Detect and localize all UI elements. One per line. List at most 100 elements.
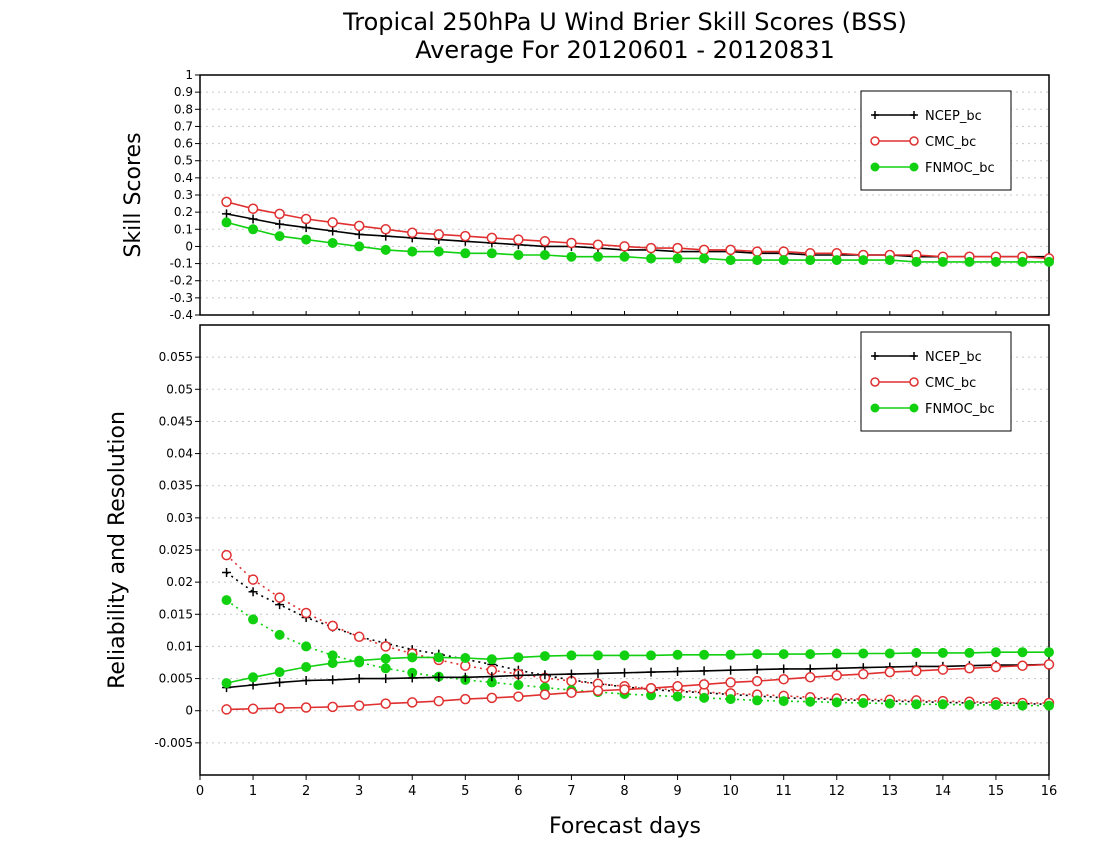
bottom-fnmoc-bc-reliability-point [937,699,948,710]
x-tick-label: 5 [461,784,469,799]
bottom-cmc-bc-resolution-point [751,675,763,687]
bottom-fnmoc-bc-resolution-point [380,653,391,664]
top-fnmoc-bc-point [646,253,657,264]
bottom-fnmoc-bc-reliability-point [990,699,1001,710]
top-cmc-bc-point [460,230,471,242]
bottom-y-tick-label: 0.01 [166,639,193,653]
top-legend-cmc-bc-label: CMC_bc [925,135,976,150]
bottom-cmc-bc-reliability-point [247,574,259,585]
bottom-cmc-bc-resolution-point [327,701,338,713]
top-y-tick-label: 0.5 [174,154,193,168]
bottom-cmc-bc-resolution-point [274,702,285,714]
bottom-legend-fnmoc-bc-marker-right [909,403,919,413]
top-legend-cmc-bc-marker-left [870,136,880,146]
bottom-cmc-bc-resolution-point [1043,659,1055,670]
x-tick-label: 10 [722,784,739,799]
bottom-fnmoc-bc-reliability-point [778,696,789,707]
top-cmc-bc-point [433,229,445,240]
x-tick-label: 7 [567,784,575,799]
bottom-fnmoc-bc-resolution-point [619,650,630,661]
bottom-fnmoc-bc-resolution-point [592,650,603,661]
bottom-cmc-bc-resolution-point [300,702,312,713]
bottom-cmc-bc-resolution-point [645,682,657,694]
top-y-tick-label: 0.7 [174,119,193,133]
bottom-cmc-bc-resolution-point [513,691,524,702]
bottom-fnmoc-bc-resolution-point [778,649,789,660]
bottom-fnmoc-bc-resolution-point [274,667,285,678]
bottom-fnmoc-bc-reliability-point [274,629,285,640]
top-y-axis-label: Skill Scores [121,132,146,257]
top-ncep-bc-line [226,213,1049,258]
bottom-fnmoc-bc-resolution-point [221,678,232,689]
bottom-fnmoc-bc-reliability-point [752,695,763,706]
top-cmc-bc-point [380,224,391,235]
bottom-fnmoc-bc-resolution-point [513,652,524,663]
top-fnmoc-bc-point [221,217,232,228]
x-tick-label: 8 [620,784,628,799]
bottom-y-axis-label: Reliability and Resolution [105,411,130,689]
bottom-fnmoc-bc-resolution-point [805,649,816,660]
bottom-fnmoc-bc-reliability-point [221,595,232,606]
chart-title-line2: Average For 20120601 - 20120831 [415,36,835,64]
bottom-fnmoc-bc-reliability-point [1044,700,1054,711]
top-y-tick-label: 0.6 [174,137,193,151]
top-fnmoc-bc-point [380,244,391,255]
bottom-y-tick-label: 0.02 [166,575,193,589]
bottom-legend-cmc-bc-label: CMC_bc [925,376,976,391]
top-fnmoc-bc-point [831,255,842,266]
top-y-tick-label: -0.4 [170,308,193,322]
top-cmc-bc-point [592,239,604,250]
bottom-cmc-bc-resolution-point [964,663,975,674]
bottom-fnmoc-bc-reliability-point [513,680,524,690]
top-fnmoc-bc-point [937,256,948,267]
bottom-fnmoc-bc-reliability-point [964,699,975,710]
top-cmc-bc-point [645,242,657,254]
bottom-y-tick-label: 0.04 [166,447,193,461]
top-fnmoc-bc-point [566,251,577,262]
bottom-fnmoc-bc-reliability-point [301,641,312,652]
top-fnmoc-bc-point [672,253,683,264]
x-tick-label: 15 [988,784,1005,799]
top-fnmoc-bc-point [407,246,418,257]
bottom-cmc-bc-resolution-point [858,668,869,680]
x-tick-label: 0 [196,784,204,799]
bottom-fnmoc-bc-resolution-point [327,658,338,669]
bottom-y-tick-label: 0.055 [159,350,193,364]
top-legend-fnmoc-bc-marker-right [909,162,919,172]
x-tick-label: 16 [1041,784,1058,799]
x-tick-label: 13 [882,784,899,799]
reliability-resolution-panel: -0.005 0 0.005 0.01 0.015 0.02 0.025 0.03 0.035 0… [154,324,1058,799]
bottom-y-tick-label: 0.025 [159,543,193,557]
bottom-ncep-bc-reliability-line [226,571,1050,706]
bottom-cmc-bc-resolution-point [778,673,789,685]
top-fnmoc-bc-point [1044,256,1054,267]
bottom-legend-cmc-bc-marker-right [909,377,919,387]
x-tick-label: 14 [935,784,952,799]
top-fnmoc-bc-point [911,256,922,267]
x-tick-label: 12 [828,784,845,799]
top-cmc-bc-point [221,196,232,208]
top-cmc-bc-point [300,213,312,225]
bottom-fnmoc-bc-resolution-point [990,647,1001,658]
bottom-cmc-bc-reliability-point [274,592,285,603]
bottom-fnmoc-bc-resolution-point [858,648,869,659]
top-fnmoc-bc-point [858,255,869,266]
top-cmc-bc-point [486,232,498,244]
bottom-fnmoc-bc-resolution-point [1017,647,1028,658]
top-y-tick-label: 0.1 [174,222,193,236]
bottom-cmc-bc-resolution-point [911,665,922,677]
bottom-y-tick-label: 0.015 [159,607,193,621]
bottom-cmc-bc-resolution-point [221,704,232,715]
top-cmc-bc-point [751,246,763,257]
top-fnmoc-bc-point [327,238,338,248]
top-fnmoc-bc-point [619,251,630,262]
bottom-y-tick-label: 0 [185,704,193,718]
bottom-fnmoc-bc-reliability-point [699,692,710,703]
top-cmc-bc-point [539,236,551,247]
chart-title-line1: Tropical 250hPa U Wind Brier Skill Score… [342,8,907,36]
top-fnmoc-bc-point [725,255,736,266]
top-fnmoc-bc-point [1017,256,1028,267]
top-y-tick-label: 1 [185,68,193,82]
top-y-tick-label: -0.2 [170,274,193,288]
